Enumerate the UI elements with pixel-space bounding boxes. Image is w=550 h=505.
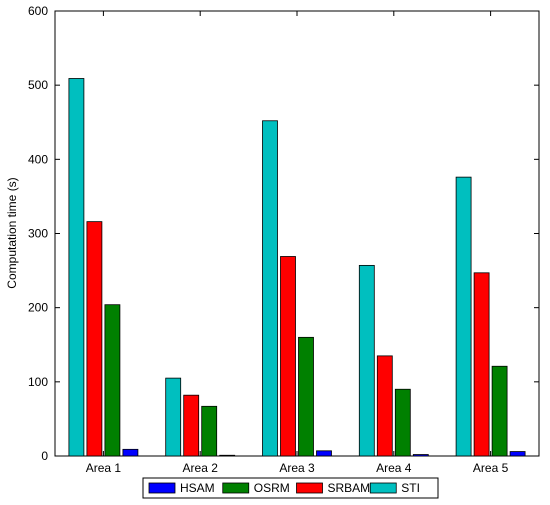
- y-tick-label: 500: [28, 78, 48, 92]
- bar-hsam-area-3: [316, 450, 332, 457]
- bar-srbam-area-2: [183, 394, 200, 457]
- bar-hsam-area-2: [219, 454, 236, 457]
- x-tick-label: Area 4: [376, 461, 412, 475]
- y-tick-label: 600: [28, 4, 48, 18]
- bar-osrm-area-2: [201, 405, 218, 457]
- y-tick-label: 0: [41, 449, 48, 463]
- legend-label-osrm: OSRM: [254, 481, 290, 495]
- legend-box: [142, 477, 439, 499]
- y-tick-label: 400: [28, 152, 48, 166]
- x-tick-label: Area 2: [183, 461, 219, 475]
- bar-osrm-area-4: [394, 388, 411, 457]
- legend-swatch-sti: [369, 482, 397, 494]
- bar-sti-area-2: [165, 377, 182, 457]
- x-axis-ticks: Area 1 Area 2 Area 3 Area 4 Area 5: [86, 11, 509, 475]
- bar-osrm-area-3: [298, 336, 314, 457]
- bar-srbam-area-5: [473, 272, 490, 457]
- bar-sti-area-1: [68, 78, 85, 457]
- bar-srbam-area-4: [376, 355, 393, 457]
- x-tick-label: Area 1: [86, 461, 122, 475]
- bar-hsam-area-1: [122, 448, 139, 457]
- x-tick-label: Area 5: [473, 461, 509, 475]
- bar-sti-area-3: [262, 120, 278, 457]
- bar-srbam-area-3: [280, 256, 296, 457]
- bar-osrm-area-1: [104, 304, 121, 457]
- legend-label-hsam: HSAM: [180, 481, 215, 495]
- x-tick-label: Area 3: [279, 461, 315, 475]
- legend: HSAM OSRM SRBAM STI: [142, 477, 439, 499]
- bar-osrm-area-5: [491, 365, 508, 457]
- bar-sti-area-4: [358, 264, 375, 457]
- y-axis-title: Computation time (s): [5, 177, 19, 288]
- y-tick-label: 100: [28, 375, 48, 389]
- y-tick-label: 300: [28, 227, 48, 241]
- bar-sti-area-5: [455, 176, 472, 457]
- bars-group: [68, 78, 526, 457]
- bar-hsam-area-4: [412, 454, 429, 457]
- legend-label-srbam: SRBAM: [328, 481, 371, 495]
- y-axis-ticks: 0 100 200 300 400 500 600: [28, 4, 539, 463]
- bar-hsam-area-5: [509, 451, 526, 457]
- y-tick-label: 200: [28, 301, 48, 315]
- legend-swatch-srbam: [296, 482, 323, 494]
- bar-srbam-area-1: [86, 221, 103, 457]
- legend-label-sti: STI: [401, 481, 420, 495]
- legend-swatch-hsam: [148, 482, 176, 494]
- legend-swatch-osrm: [222, 482, 250, 494]
